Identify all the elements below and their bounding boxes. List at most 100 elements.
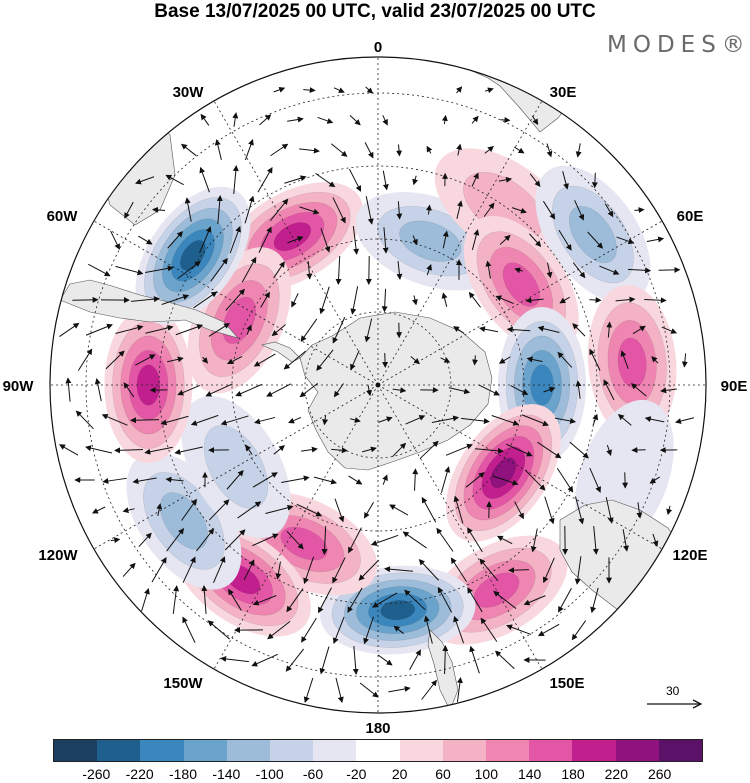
wind-vector (258, 226, 272, 253)
colorbar-swatch (486, 740, 530, 761)
wind-vector (315, 172, 336, 188)
wind-vector (364, 142, 374, 159)
wind-vector (65, 377, 72, 402)
wind-vector (652, 533, 659, 548)
wind-vector (592, 526, 599, 555)
wind-vector (393, 625, 404, 635)
lon-label-150w: 150W (163, 675, 203, 692)
wind-vector (246, 324, 252, 335)
wind-vector (267, 620, 291, 640)
wind-vector (301, 446, 318, 453)
wind-vector (479, 558, 499, 582)
wind-vector (634, 207, 645, 214)
wind-vector (661, 326, 678, 334)
wind-vector (59, 322, 80, 337)
colorbar-tick-label: 180 (561, 766, 585, 782)
wind-vector (216, 195, 223, 224)
wind-vector (620, 350, 629, 369)
wind-vector (453, 326, 465, 334)
wind-vector (208, 323, 230, 337)
wind-vector (322, 415, 329, 426)
wind-vector (226, 356, 243, 364)
wind-vector (332, 197, 346, 224)
lon-label-90w: 90W (3, 378, 35, 395)
wind-vector (606, 444, 612, 456)
wind-vector (177, 384, 200, 396)
wind-vector (77, 348, 93, 371)
wind-vector (283, 350, 306, 370)
wind-vector (606, 321, 613, 338)
wind-vector (615, 296, 636, 303)
wind-vector (592, 413, 599, 426)
wind-vector (537, 325, 560, 333)
wind-vector (675, 417, 695, 424)
wind-vector (299, 147, 320, 154)
wind-vector (589, 348, 601, 371)
wind-vector (479, 326, 499, 333)
wind-vector (543, 386, 556, 393)
antarctica-landmass (299, 311, 493, 471)
wind-vector (381, 288, 388, 313)
wind-vector (471, 115, 479, 124)
wind-vector (243, 559, 255, 581)
wind-vector (123, 382, 135, 398)
wind-vector (172, 585, 180, 614)
wind-vector (508, 567, 529, 574)
wind-vector (605, 497, 614, 524)
wind-vector (303, 556, 315, 585)
wind-vector (500, 116, 511, 123)
wind-vector (177, 260, 201, 279)
colorbar-tick-labels: -260 -220 -180 -140 -100 -60 -20 20 60 100 140 180 2… (53, 766, 703, 782)
wind-vector (456, 143, 463, 156)
wind-vector (524, 469, 546, 491)
wind-vector (193, 291, 218, 309)
wind-vector (199, 226, 212, 254)
wind-vector (224, 529, 246, 551)
wind-vector (229, 225, 241, 254)
wind-vector (418, 559, 439, 581)
wind-vector (115, 324, 144, 334)
wind-vector (306, 261, 313, 280)
lon-label-120w: 120W (38, 547, 78, 564)
wind-vector (537, 623, 560, 637)
wind-vector (604, 203, 614, 218)
wind-vector (569, 441, 589, 459)
wind-vector (303, 677, 314, 703)
wind-vector (494, 650, 515, 670)
wind-vector (557, 351, 573, 368)
wind-vector (468, 291, 481, 308)
wind-vectors (59, 86, 695, 704)
wind-vector (334, 498, 345, 523)
wind-vector (448, 387, 471, 395)
wind-vector (478, 384, 500, 396)
wind-vector (599, 265, 620, 275)
wind-vector (440, 466, 451, 493)
wind-vector (208, 499, 230, 521)
wind-vector (484, 87, 494, 94)
lon-label-180: 180 (365, 720, 390, 735)
wind-vector (244, 195, 255, 224)
lon-label-60e: 60E (677, 208, 704, 225)
wind-vector (145, 265, 174, 273)
wind-vector (559, 296, 571, 304)
wind-vector (313, 476, 338, 485)
wind-vector (317, 116, 334, 124)
wind-vector (556, 468, 574, 493)
wind-vector (273, 86, 286, 93)
wind-vector (426, 145, 433, 154)
wind-vector (377, 654, 393, 666)
reference-vector-arrow (647, 699, 703, 709)
wind-vector (165, 174, 184, 186)
wind-vector (530, 528, 538, 553)
wind-vector (389, 504, 409, 516)
wind-vector (493, 590, 517, 609)
wind-vector (453, 615, 465, 644)
wind-vector (496, 535, 513, 545)
wind-vector (445, 443, 473, 456)
wind-vector (122, 562, 136, 577)
wind-vector (88, 263, 111, 277)
wind-vector (175, 324, 204, 336)
wind-vector (253, 353, 276, 367)
wind-vector (137, 235, 153, 245)
wind-vector (589, 297, 602, 304)
